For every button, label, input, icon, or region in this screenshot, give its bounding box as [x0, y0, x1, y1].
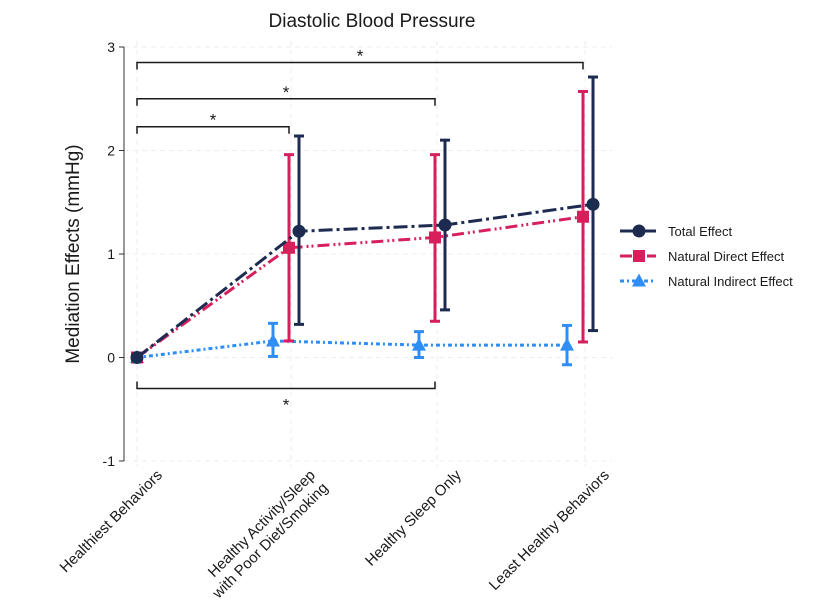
series-line [136, 215, 584, 359]
legend-label: Natural Direct Effect [668, 249, 784, 264]
axes: -1 0 1 2 3 [103, 39, 125, 469]
chart-title: Diastolic Blood Pressure [269, 11, 476, 32]
x-tick-label: Healthy Activity/Sleepwith Poor Diet/Smo… [196, 467, 332, 603]
series-2 [130, 321, 574, 367]
y-tick-label: 1 [107, 246, 115, 262]
marker-natural-indirect-effect [266, 333, 280, 347]
series [130, 75, 600, 367]
marker-natural-direct-effect [633, 250, 645, 262]
legend-item: Natural Direct Effect [620, 249, 784, 264]
y-tick-label: 3 [107, 39, 115, 55]
series-line [136, 202, 594, 359]
legend-item: Total Effect [620, 224, 732, 239]
y-tick-label: -1 [103, 453, 116, 469]
significance-bracket [136, 98, 436, 106]
marker-natural-indirect-effect [412, 337, 426, 351]
significance-bracket [136, 381, 436, 390]
series-0 [130, 75, 600, 364]
marker-natural-indirect-effect [632, 273, 646, 287]
y-tick-label: 2 [107, 143, 115, 159]
x-tick-label: Healthy Sleep Only [362, 466, 465, 569]
legend-item: Natural Indirect Effect [620, 273, 793, 289]
marker-total-effect [586, 197, 600, 211]
marker-total-effect [130, 351, 144, 364]
x-tick-label: Least Healthy Behaviors [486, 467, 613, 594]
legend-label: Total Effect [668, 224, 732, 239]
marker-natural-indirect-effect [560, 337, 574, 351]
significance-bracket [136, 61, 584, 70]
series-1 [131, 90, 589, 364]
x-tick-label: Healthiest Behaviors [57, 467, 166, 576]
grid [124, 41, 612, 467]
y-tick-label: 0 [107, 350, 115, 366]
significance-star: * [210, 111, 217, 130]
marker-total-effect [292, 224, 306, 238]
x-tick-labels: Healthiest Behaviors Healthy Activity/Sle… [57, 466, 613, 602]
significance-star: * [357, 47, 364, 66]
significance-bracket [136, 125, 290, 134]
significance-annotations: * * * * [136, 47, 584, 415]
significance-star: * [283, 83, 290, 102]
marker-natural-direct-effect [577, 210, 589, 223]
y-axis-label: Mediation Effects (mmHg) [63, 144, 84, 363]
series-line [136, 339, 567, 359]
marker-total-effect [632, 224, 646, 238]
legend-label: Natural Indirect Effect [668, 274, 793, 289]
marker-natural-direct-effect [283, 241, 295, 254]
marker-natural-direct-effect [429, 231, 441, 244]
legend: Total Effect Natural Direct Effect Natural… [620, 224, 793, 289]
marker-total-effect [438, 218, 452, 232]
significance-star: * [283, 396, 290, 415]
